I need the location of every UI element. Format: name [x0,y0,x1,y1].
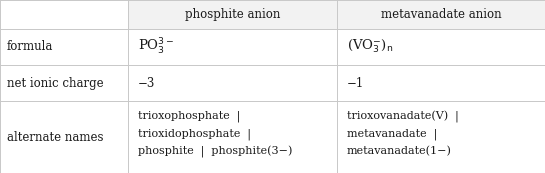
Text: metavanadate  |: metavanadate | [347,129,437,140]
Text: net ionic charge: net ionic charge [7,76,103,90]
Bar [0,0,128,29]
Text: −3: −3 [138,76,155,90]
Bar [0,29,128,65]
Bar [337,0,545,29]
Text: alternate names: alternate names [7,131,103,144]
Text: phosphite  |  phosphite(3−): phosphite | phosphite(3−) [138,146,292,158]
Bar [128,65,337,101]
Text: trioxovanadate(V)  |: trioxovanadate(V) | [347,111,458,123]
Text: trioxidophosphate  |: trioxidophosphate | [138,129,251,140]
Text: −1: −1 [347,76,364,90]
Text: formula: formula [7,40,53,53]
Bar [0,65,128,101]
Bar [128,29,337,65]
Text: metavanadate(1−): metavanadate(1−) [347,146,451,157]
Text: metavanadate anion: metavanadate anion [380,8,501,21]
Text: phosphite anion: phosphite anion [185,8,280,21]
Bar [337,65,545,101]
Text: PO$_3^{3-}$: PO$_3^{3-}$ [138,37,174,57]
Bar [337,29,545,65]
Bar [128,0,337,29]
Bar [0,101,128,173]
Bar [128,101,337,173]
Text: (VO$_3^{-}$)$_{\mathrm{n}}$: (VO$_3^{-}$)$_{\mathrm{n}}$ [347,38,393,56]
Text: trioxophosphate  |: trioxophosphate | [138,111,240,122]
Bar [337,101,545,173]
